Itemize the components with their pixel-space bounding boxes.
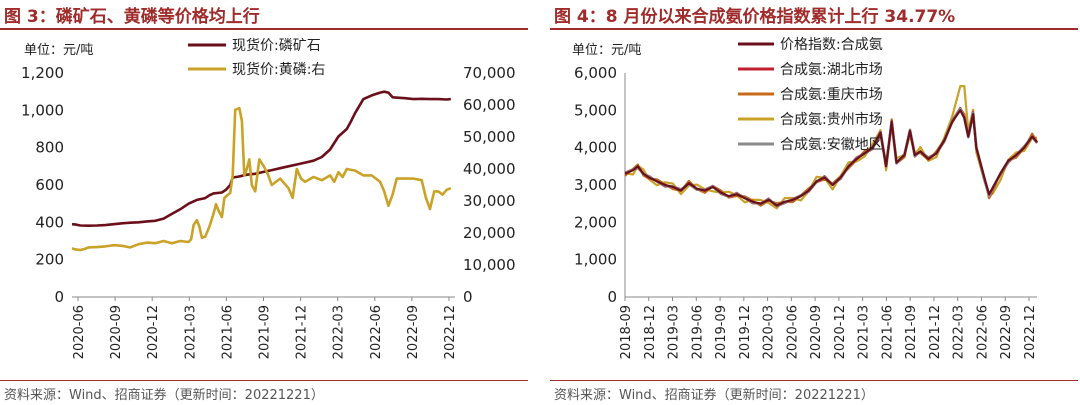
right-x-tick-label: 2022-09 xyxy=(999,305,1014,359)
left-title-rule xyxy=(0,28,528,30)
right-title-rule xyxy=(550,28,1078,30)
left-chart-title: 图 3：磷矿石、黄磷等价格均上行 xyxy=(4,7,260,27)
right-x-tick-label: 2020-12 xyxy=(833,305,848,359)
right-x-tick-label: 2019-09 xyxy=(714,305,729,359)
left-x-tick-label: 2020-12 xyxy=(146,305,161,359)
right-y-tick-label: 10,000 xyxy=(463,256,516,274)
legend-label-yellow-phosphorus: 现货价:黄磷:右 xyxy=(232,61,325,78)
right-x-tick-label: 2018-09 xyxy=(619,305,634,359)
left-x-tick-label: 2022-06 xyxy=(369,305,384,359)
right-chart-panel: 图 4：8 月份以来合成氨价格指数累计上行 34.77% 单位：元/吨 0 1,00… xyxy=(550,0,1080,405)
left-y-tick-label: 1,200 xyxy=(21,64,64,82)
right-x-tick-label: 2021-09 xyxy=(904,305,919,359)
right-x-tick-label: 2020-03 xyxy=(762,305,777,359)
index-series-line xyxy=(624,109,1038,207)
right-chart-y-tick-label: 4,000 xyxy=(574,139,617,157)
left-y-tick-label: 800 xyxy=(35,139,64,157)
legend-label-anhui: 合成氨:安徽地区 xyxy=(780,137,883,153)
right-bottom-rule xyxy=(550,380,1078,381)
legend-label-chongqing: 合成氨:重庆市场 xyxy=(780,86,883,103)
right-chart-y-tick-label: 0 xyxy=(607,288,617,306)
right-x-tick-label: 2021-12 xyxy=(928,305,943,359)
left-y-tick-label: 200 xyxy=(35,251,64,269)
right-chart-y-tick-label: 1,000 xyxy=(574,251,617,269)
left-x-tick-label: 2020-06 xyxy=(72,305,87,359)
phosphate-rock-series-line xyxy=(71,90,451,227)
left-source-note: 资料来源：Wind、招商证券（更新时间：20221221） xyxy=(4,388,324,403)
left-x-tick-label: 2020-09 xyxy=(109,305,124,359)
right-x-tick-label: 2022-06 xyxy=(975,305,990,359)
legend-label-phosphate-rock: 现货价:磷矿石 xyxy=(232,37,321,54)
right-chart-y-tick-label: 6,000 xyxy=(574,64,617,82)
right-x-tick-label: 2021-06 xyxy=(880,305,895,359)
right-chart-title: 图 4：8 月份以来合成氨价格指数累计上行 34.77% xyxy=(554,7,956,27)
right-x-tick-label: 2022-03 xyxy=(952,305,967,359)
right-chart-y-tick-label: 2,000 xyxy=(574,213,617,231)
yellow-phosphorus-series-line xyxy=(71,106,452,252)
left-bottom-rule xyxy=(0,380,528,381)
right-x-tick-label: 2019-03 xyxy=(667,305,682,359)
right-y-tick-label: 20,000 xyxy=(463,224,516,242)
right-x-tick-label: 2020-09 xyxy=(809,305,824,359)
left-x-tick-label: 2021-03 xyxy=(183,305,198,359)
right-x-tick-label: 2020-06 xyxy=(785,305,800,359)
right-x-tick-label: 2019-06 xyxy=(690,305,705,359)
right-chart-y-tick-label: 3,000 xyxy=(574,176,617,194)
left-x-tick-label: 2022-12 xyxy=(443,305,458,359)
right-y-tick-label: 70,000 xyxy=(463,64,516,82)
legend-label-index: 价格指数:合成氨 xyxy=(780,37,883,53)
left-x-tick-label: 2021-09 xyxy=(258,305,273,359)
left-x-tick-label: 2021-06 xyxy=(220,305,235,359)
left-unit-label: 单位：元/吨 xyxy=(24,43,93,58)
legend-label-hubei: 合成氨:湖北市场 xyxy=(780,61,883,78)
right-y-tick-label: 50,000 xyxy=(463,128,516,146)
right-chart-svg: 单位：元/吨 0 1,000 2,000 3,000 4,000 5,000 6,000 201… xyxy=(572,37,1039,359)
right-y-tick-label: 30,000 xyxy=(463,192,516,210)
legend-label-guizhou: 合成氨:贵州市场 xyxy=(780,111,883,128)
left-y-tick-label: 0 xyxy=(54,288,64,306)
right-x-tick-label: 2022-12 xyxy=(1023,305,1038,359)
left-x-tick-label: 2021-12 xyxy=(295,305,310,359)
right-y-tick-label: 0 xyxy=(463,288,473,306)
right-x-tick-label: 2018-12 xyxy=(643,305,658,359)
left-y-tick-label: 600 xyxy=(35,176,64,194)
left-chart-panel: 图 3：磷矿石、黄磷等价格均上行 单位：元/吨 0 200 400 600 800 1,00… xyxy=(0,0,530,405)
left-y-tick-label: 400 xyxy=(35,213,64,231)
left-chart-svg: 单位：元/吨 0 200 400 600 800 1,000 1,200 0 10,000 20,0… xyxy=(21,37,516,359)
left-x-tick-label: 2022-09 xyxy=(406,305,421,359)
right-y-tick-label: 40,000 xyxy=(463,160,516,178)
right-chart-y-tick-label: 5,000 xyxy=(574,101,617,119)
right-x-tick-label: 2019-12 xyxy=(738,305,753,359)
left-x-tick-label: 2022-03 xyxy=(332,305,347,359)
right-y-tick-label: 60,000 xyxy=(463,96,516,114)
right-x-tick-label: 2021-03 xyxy=(857,305,872,359)
right-source-note: 资料来源：Wind、招商证券（更新时间：20221221） xyxy=(554,388,874,403)
right-unit-label: 单位：元/吨 xyxy=(572,43,641,58)
left-y-tick-label: 1,000 xyxy=(21,101,64,119)
